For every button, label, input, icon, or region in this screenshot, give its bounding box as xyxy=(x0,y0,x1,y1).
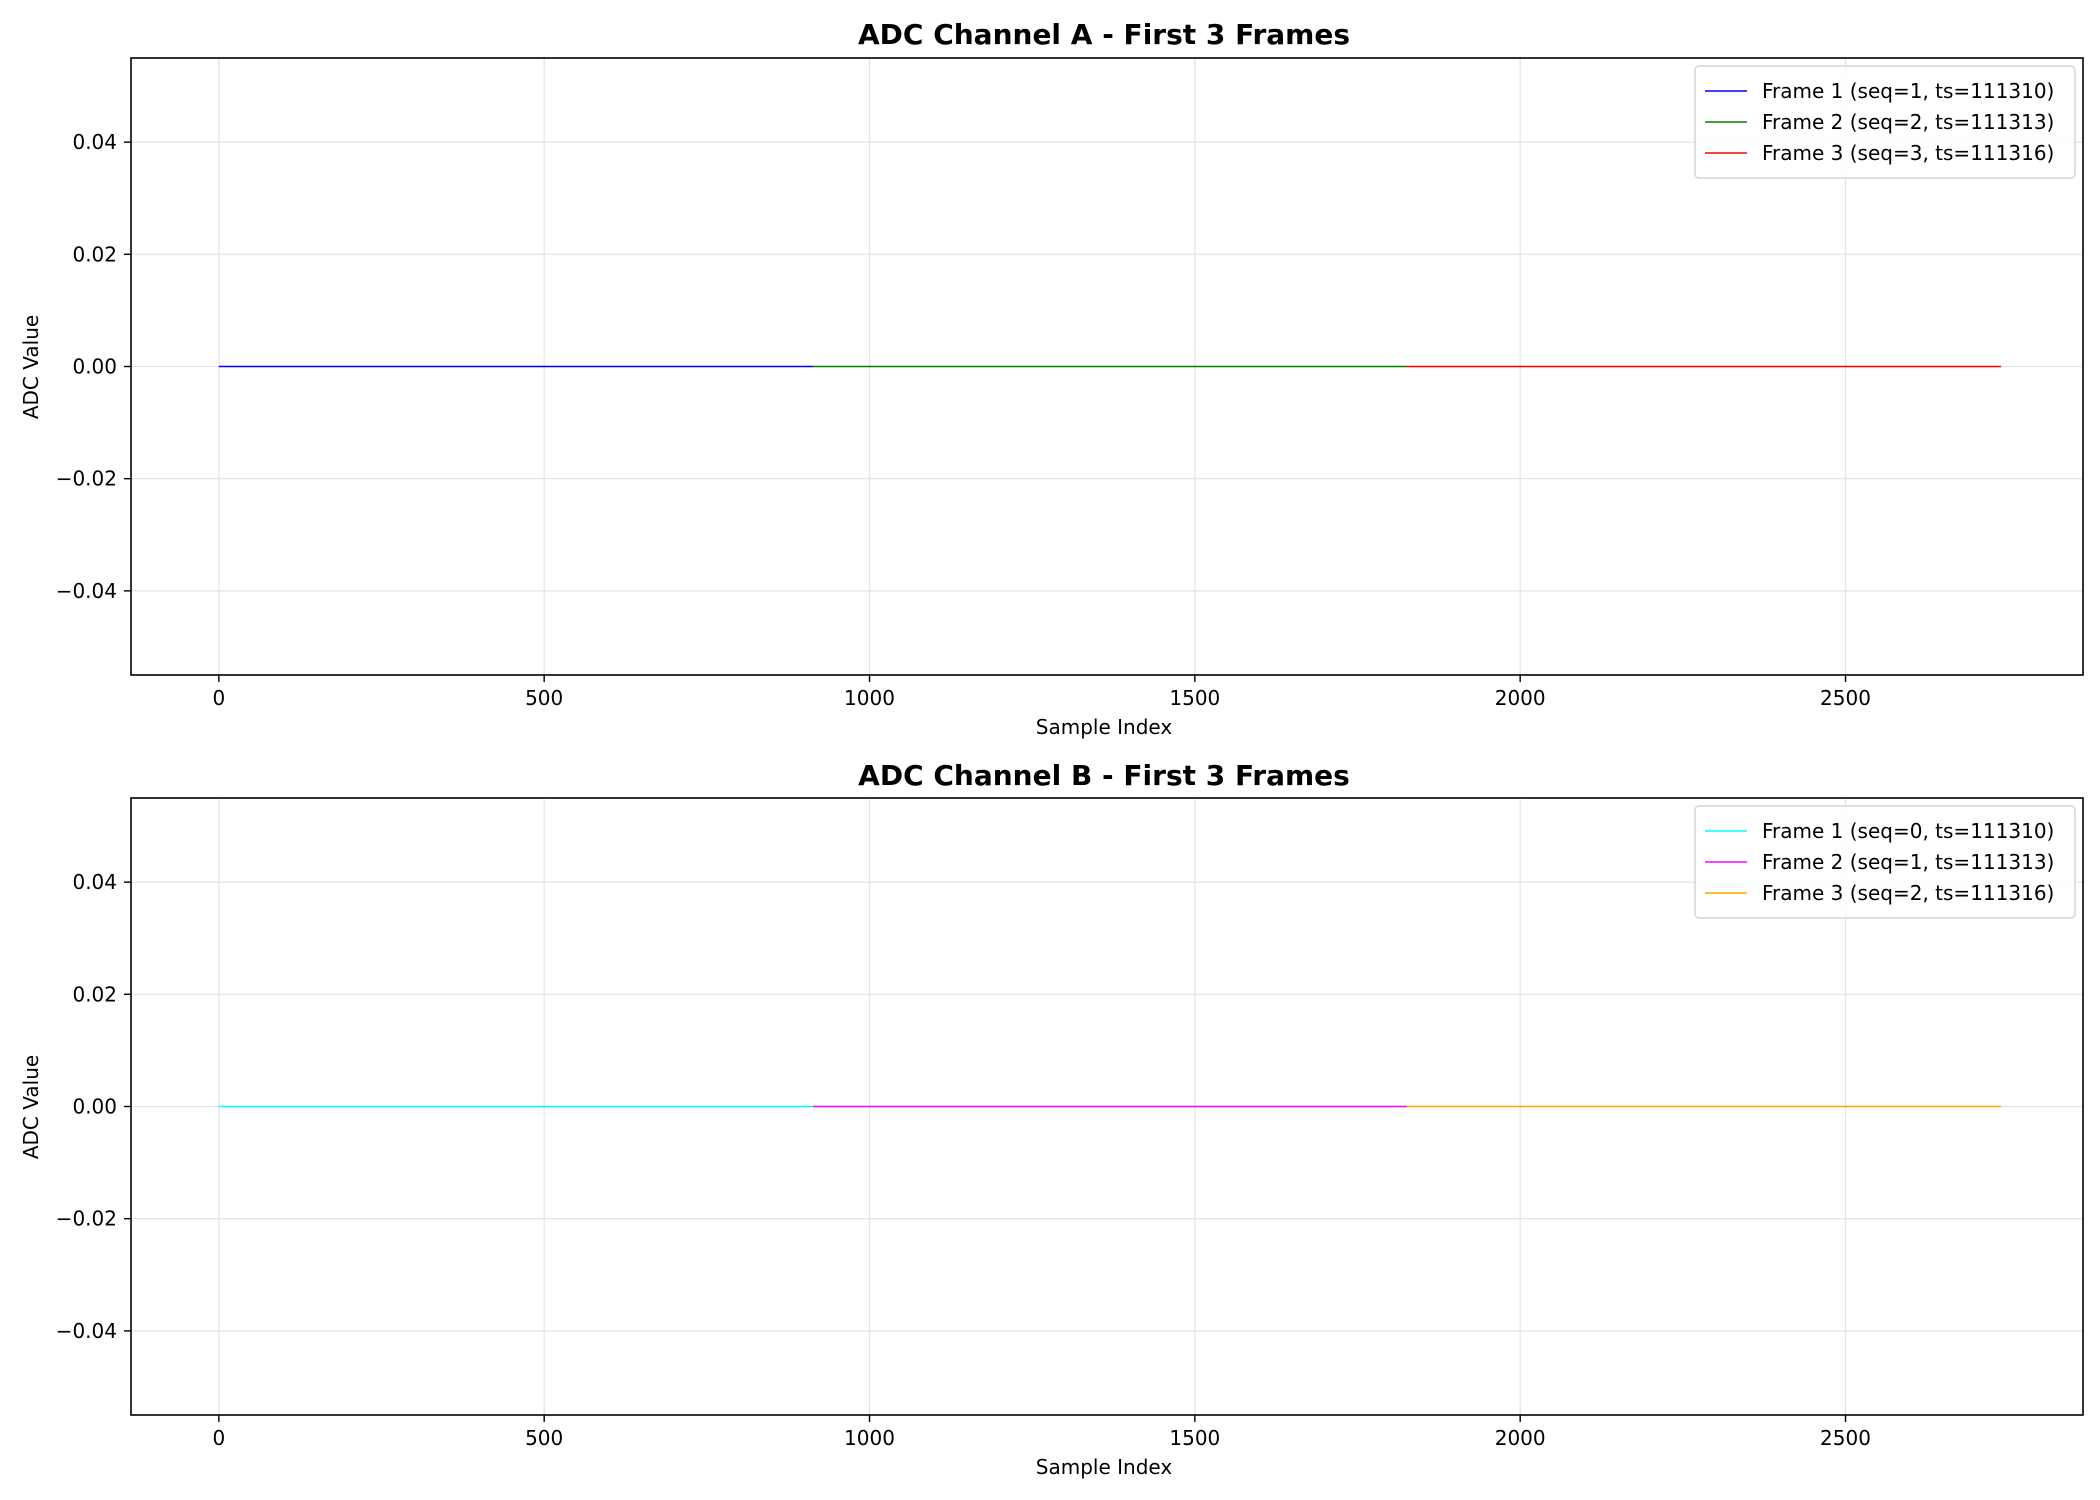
x-tick-label: 500 xyxy=(525,686,563,710)
legend-label: Frame 1 (seq=1, ts=111310) xyxy=(1762,79,2054,103)
x-tick-label: 1000 xyxy=(844,1426,895,1450)
legend-box xyxy=(1694,65,2076,179)
x-tick-label: 2000 xyxy=(1495,1426,1546,1450)
plot-area: 0 500 1000 1500 2000 2500 0.04 0.02 0.00 −0.02 −0.… xyxy=(56,797,2084,1450)
x-tick-label: 1000 xyxy=(844,686,895,710)
y-tick-label: 0.04 xyxy=(72,130,117,154)
y-axis-label: ADC Value xyxy=(19,1055,43,1159)
y-tick-label: 0.02 xyxy=(72,982,117,1006)
y-tick-label: 0.02 xyxy=(72,242,117,266)
x-tick-label: 2500 xyxy=(1820,1426,1871,1450)
legend-box xyxy=(1694,805,2076,919)
legend: Frame 1 (seq=1, ts=111310) Frame 2 (seq=2… xyxy=(1694,65,2076,179)
legend-label: Frame 3 (seq=3, ts=111316) xyxy=(1762,141,2054,165)
x-axis-label: Sample Index xyxy=(1036,1455,1173,1479)
y-tick-label: −0.02 xyxy=(56,467,117,491)
legend: Frame 1 (seq=0, ts=111310) Frame 2 (seq=1… xyxy=(1694,805,2076,919)
y-tick-label: −0.04 xyxy=(56,1319,117,1343)
chart-title: ADC Channel A - First 3 Frames xyxy=(858,18,1350,51)
chart-panel-a: ADC Channel A - First 3 Frames 0 500 1000 1… xyxy=(19,18,2084,739)
x-tick-label: 0 xyxy=(212,686,225,710)
y-tick-label: 0.04 xyxy=(72,870,117,894)
chart-panel-b: ADC Channel B - First 3 Frames 0 500 1000 1… xyxy=(19,759,2084,1479)
x-tick-label: 2500 xyxy=(1820,686,1871,710)
y-tick-label: 0.00 xyxy=(72,355,117,379)
x-tick-label: 500 xyxy=(525,1426,563,1450)
plot-area: 0 500 1000 1500 2000 2500 0.04 0.02 0.00 −0.02 −0.… xyxy=(56,57,2084,710)
y-axis-label: ADC Value xyxy=(19,315,43,419)
y-tick-label: 0.00 xyxy=(72,1095,117,1119)
x-axis-label: Sample Index xyxy=(1036,715,1173,739)
legend-label: Frame 2 (seq=2, ts=111313) xyxy=(1762,110,2054,134)
legend-label: Frame 3 (seq=2, ts=111316) xyxy=(1762,881,2054,905)
legend-label: Frame 2 (seq=1, ts=111313) xyxy=(1762,850,2054,874)
x-tick-label: 0 xyxy=(212,1426,225,1450)
x-tick-label: 1500 xyxy=(1169,1426,1220,1450)
x-tick-label: 2000 xyxy=(1495,686,1546,710)
x-tick-label: 1500 xyxy=(1169,686,1220,710)
legend-label: Frame 1 (seq=0, ts=111310) xyxy=(1762,819,2054,843)
chart-title: ADC Channel B - First 3 Frames xyxy=(858,759,1350,792)
y-tick-label: −0.04 xyxy=(56,579,117,603)
y-tick-label: −0.02 xyxy=(56,1207,117,1231)
